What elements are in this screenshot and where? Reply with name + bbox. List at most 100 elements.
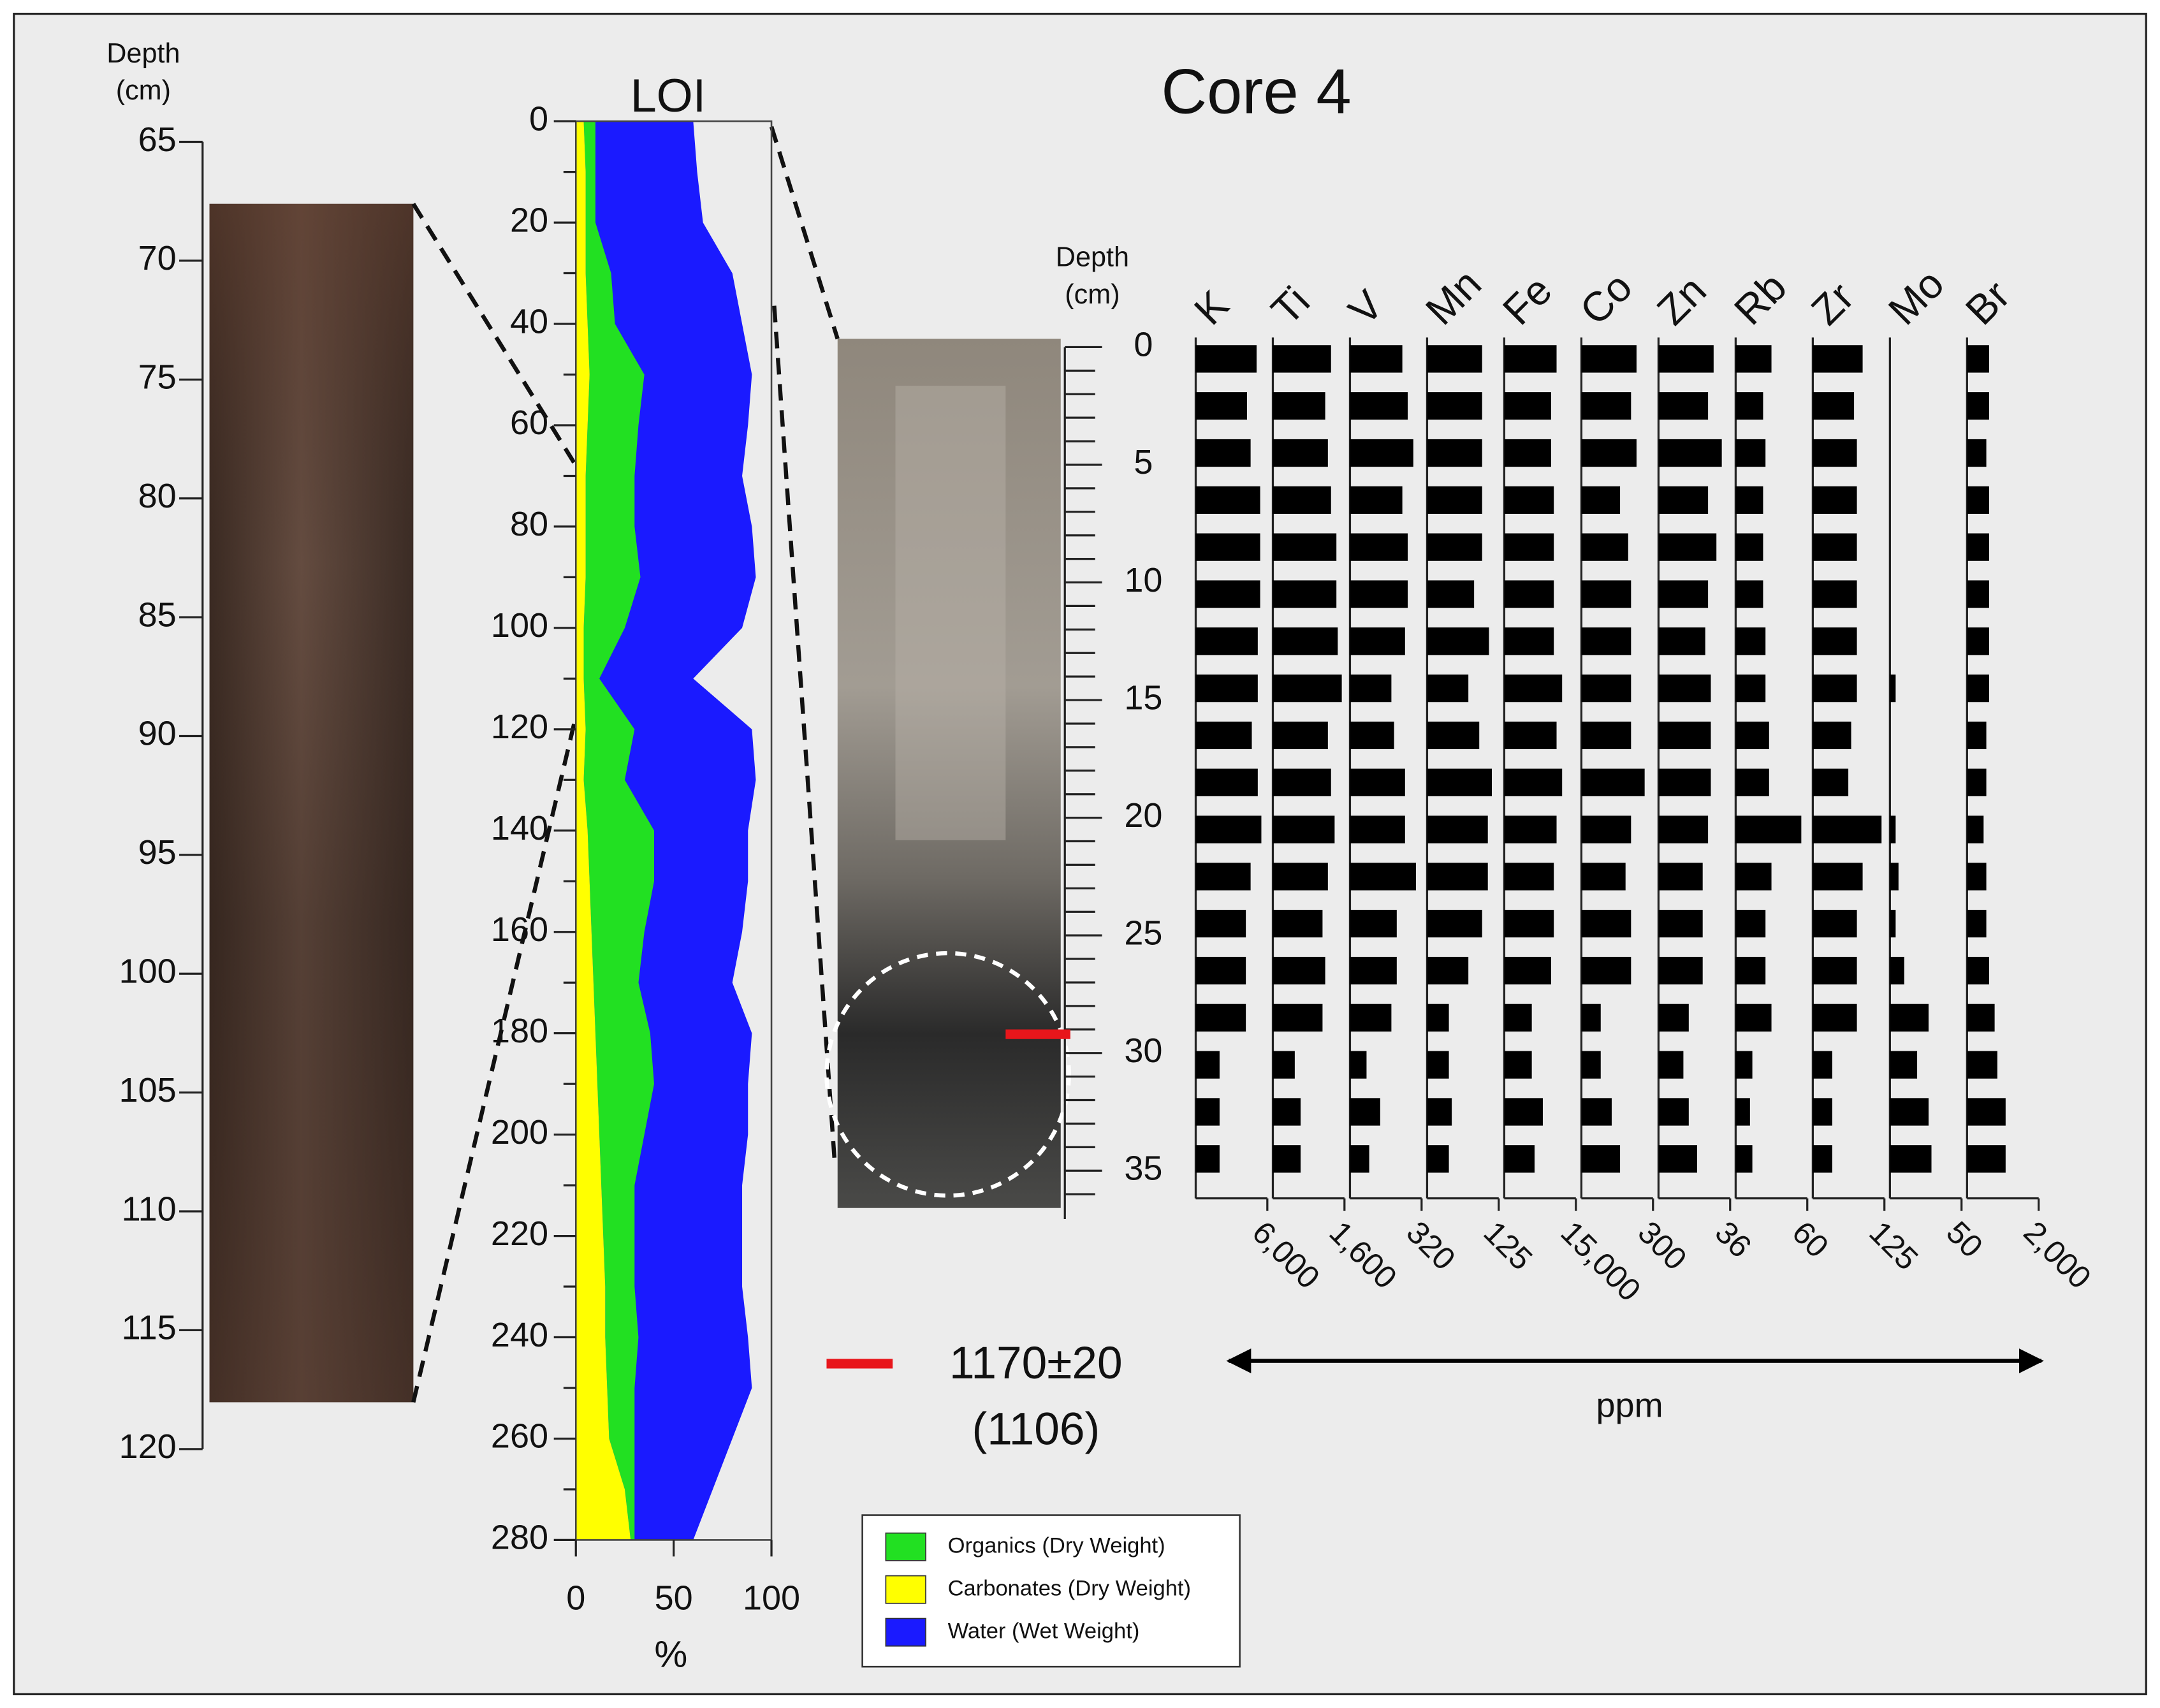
bar	[1581, 956, 1631, 985]
axis-label: Depth	[106, 38, 180, 69]
y-tick-label: 180	[491, 1012, 548, 1050]
bar	[1967, 486, 1989, 514]
bar	[1658, 768, 1711, 796]
carbonates-area	[576, 121, 631, 1540]
bar	[1581, 815, 1631, 843]
bar	[1658, 721, 1711, 750]
bar	[1350, 1098, 1380, 1126]
x-tick-label: 50	[655, 1579, 693, 1617]
bar	[1735, 815, 1802, 843]
bar	[1273, 721, 1328, 750]
bar	[1581, 392, 1631, 420]
bar	[1504, 675, 1563, 703]
bar	[1967, 627, 1989, 655]
bar	[1427, 815, 1488, 843]
legend-label: Carbonates (Dry Weight)	[948, 1576, 1191, 1600]
y-tick-label: 200	[491, 1113, 548, 1151]
bar	[1658, 815, 1709, 843]
legend-label: Organics (Dry Weight)	[948, 1533, 1165, 1558]
bar	[1427, 675, 1469, 703]
y-tick-label: 120	[119, 1427, 177, 1466]
bar	[1967, 721, 1987, 750]
bar	[1273, 1004, 1323, 1032]
bar	[1427, 392, 1482, 420]
bar	[1658, 439, 1722, 467]
bar	[1967, 815, 1984, 843]
bar	[1273, 392, 1325, 420]
date-label: (1106)	[972, 1404, 1100, 1455]
bar	[1427, 956, 1469, 985]
zoom-line	[769, 126, 840, 1164]
bar	[1890, 675, 1896, 703]
axis-label: (cm)	[116, 75, 171, 106]
bar	[1350, 768, 1405, 796]
bar	[1735, 1051, 1753, 1079]
bar	[1890, 956, 1904, 985]
y-tick-label: 260	[491, 1417, 548, 1456]
y-tick-label: 25	[1124, 914, 1162, 952]
bar	[1581, 768, 1645, 796]
bar	[1350, 675, 1392, 703]
bar	[1195, 815, 1262, 843]
bar	[1504, 533, 1554, 561]
bar	[1813, 1145, 1832, 1173]
bar	[1273, 580, 1337, 608]
bar	[1581, 345, 1637, 373]
bar	[1967, 768, 1987, 796]
bar	[1350, 533, 1408, 561]
bar	[1504, 486, 1554, 514]
bar	[1504, 956, 1551, 985]
bar	[1735, 768, 1769, 796]
bar	[1658, 863, 1703, 891]
legend-swatch	[885, 1532, 926, 1561]
bar	[1735, 863, 1772, 891]
bar	[1813, 768, 1849, 796]
bar	[1195, 439, 1251, 467]
y-tick-label: 240	[491, 1316, 548, 1354]
bar	[1504, 910, 1554, 938]
bar	[1504, 768, 1563, 796]
bar	[1273, 1098, 1301, 1126]
bar	[1890, 1145, 1932, 1173]
bar	[1735, 580, 1763, 608]
bar	[1195, 533, 1260, 561]
legend-swatch	[885, 1617, 926, 1647]
bar	[1967, 1004, 1995, 1032]
bar	[1813, 721, 1851, 750]
y-tick-label: 105	[119, 1071, 177, 1109]
axis-label: (cm)	[1065, 279, 1120, 310]
bar	[1581, 1004, 1601, 1032]
y-tick-label: 80	[138, 477, 177, 515]
bar	[1967, 1051, 1997, 1079]
bar	[1658, 675, 1711, 703]
bar	[1350, 580, 1408, 608]
bar	[1658, 1004, 1689, 1032]
y-tick-label: 65	[138, 120, 177, 159]
bar	[1967, 1098, 2006, 1126]
bar	[1273, 439, 1328, 467]
y-tick-label: 75	[138, 358, 177, 397]
y-tick-label: 160	[491, 910, 548, 949]
bar	[1890, 1098, 1929, 1126]
bar	[1350, 345, 1403, 373]
bar	[1813, 345, 1863, 373]
bar	[1273, 1145, 1301, 1173]
bar	[1427, 580, 1475, 608]
bar	[1735, 345, 1772, 373]
y-tick-label: 35	[1124, 1149, 1162, 1187]
bar	[1658, 486, 1709, 514]
bar	[1427, 1004, 1449, 1032]
y-tick-label: 20	[1124, 796, 1162, 835]
bar	[1735, 533, 1763, 561]
bar	[1427, 439, 1482, 467]
bar	[1350, 486, 1403, 514]
y-tick-label: 0	[529, 99, 548, 138]
bar	[1427, 863, 1488, 891]
chart-title: LOI	[631, 69, 706, 122]
bar	[1504, 1098, 1543, 1126]
bar	[1350, 627, 1405, 655]
bar	[1813, 675, 1857, 703]
bar	[1427, 721, 1480, 750]
bar	[1967, 1145, 2006, 1173]
bar	[1504, 1051, 1532, 1079]
